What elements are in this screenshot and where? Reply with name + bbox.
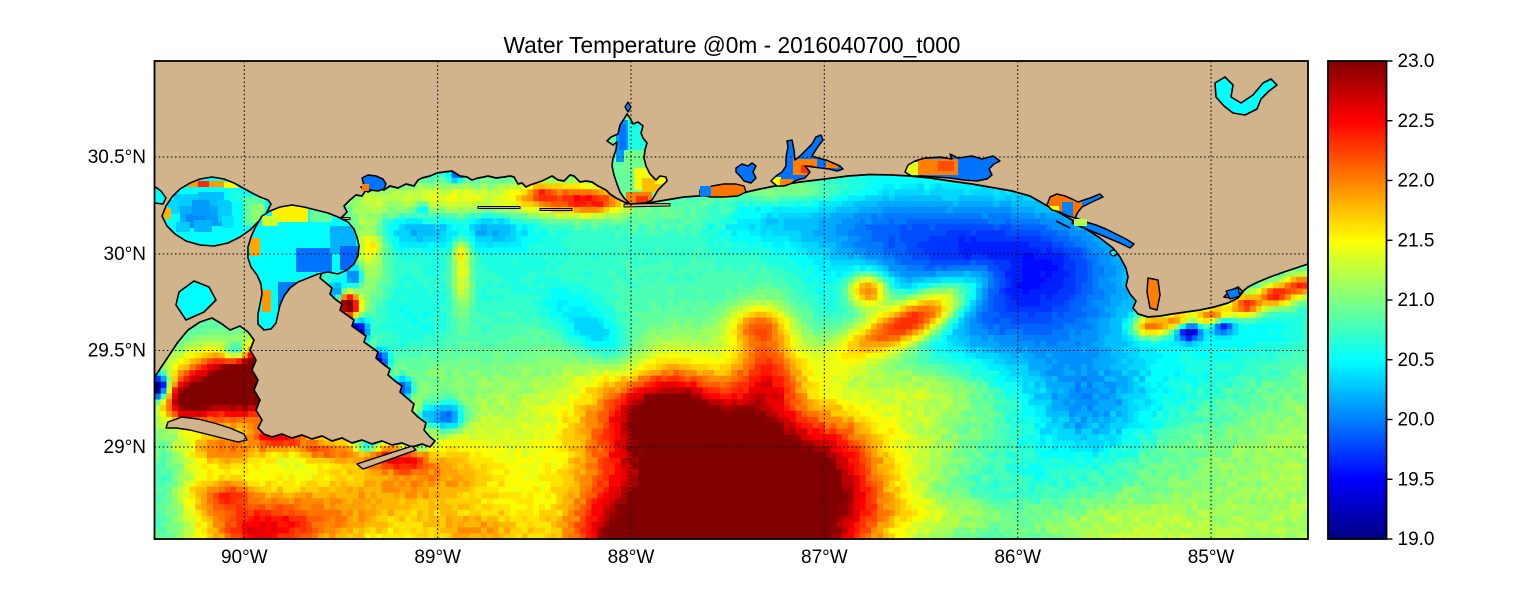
svg-text:29.5°N: 29.5°N <box>88 341 146 362</box>
svg-text:19.5: 19.5 <box>1398 469 1435 490</box>
svg-text:87°W: 87°W <box>801 547 848 568</box>
svg-text:30°N: 30°N <box>104 244 146 265</box>
svg-text:19.0: 19.0 <box>1398 529 1435 550</box>
svg-text:22.5: 22.5 <box>1398 111 1435 132</box>
svg-text:20.0: 20.0 <box>1398 410 1435 431</box>
svg-text:21.5: 21.5 <box>1398 230 1435 251</box>
svg-text:89°W: 89°W <box>414 547 461 568</box>
svg-text:22.0: 22.0 <box>1398 171 1435 192</box>
svg-text:86°W: 86°W <box>994 547 1041 568</box>
svg-text:20.5: 20.5 <box>1398 350 1435 371</box>
svg-text:88°W: 88°W <box>608 547 655 568</box>
svg-text:23.0: 23.0 <box>1398 51 1435 72</box>
svg-text:29°N: 29°N <box>104 437 146 458</box>
svg-text:90°W: 90°W <box>221 547 268 568</box>
svg-text:30.5°N: 30.5°N <box>88 147 146 168</box>
svg-text:21.0: 21.0 <box>1398 290 1435 311</box>
svg-text:Water Temperature @0m - 201604: Water Temperature @0m - 2016040700_t000 <box>504 32 961 58</box>
svg-text:85°W: 85°W <box>1188 547 1235 568</box>
